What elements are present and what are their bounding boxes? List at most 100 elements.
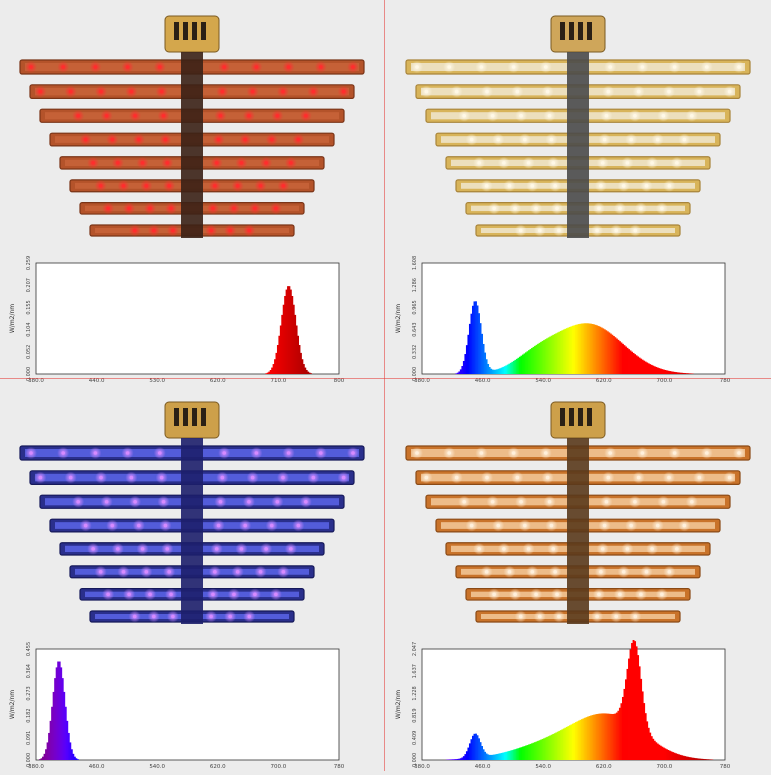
- y-tick-label: 0.819: [412, 708, 418, 722]
- center-spine: [567, 438, 589, 624]
- led: [247, 615, 251, 619]
- y-tick-label: 0.455: [26, 642, 32, 656]
- led: [650, 161, 654, 165]
- led: [167, 184, 171, 188]
- led: [447, 451, 451, 455]
- led: [519, 615, 523, 619]
- led: [99, 90, 103, 94]
- led: [297, 524, 301, 528]
- led: [145, 184, 149, 188]
- led: [130, 90, 134, 94]
- led: [551, 547, 555, 551]
- led: [164, 524, 168, 528]
- led: [211, 593, 215, 597]
- x-tick-label: 540.0: [149, 764, 165, 770]
- led: [683, 138, 687, 142]
- led: [523, 138, 527, 142]
- led: [508, 184, 512, 188]
- led: [162, 500, 166, 504]
- led: [639, 207, 643, 211]
- spectrum-chart: W/m2/nm0.0000.0910.1820.2730.3640.455380…: [9, 642, 345, 770]
- driver-vent: [560, 408, 565, 426]
- y-axis-label: W/m2/nm: [395, 304, 402, 333]
- led: [601, 547, 605, 551]
- divider-vertical: [384, 0, 385, 771]
- y-tick-label: 0.207: [26, 278, 32, 292]
- led: [595, 229, 599, 233]
- spectrum-chart: W/m2/nm0.0000.3320.6430.9651.2861.608380…: [395, 256, 731, 384]
- driver-vent: [174, 22, 179, 40]
- led: [485, 570, 489, 574]
- led: [351, 65, 355, 69]
- led: [232, 593, 236, 597]
- led: [607, 90, 611, 94]
- led: [531, 184, 535, 188]
- led: [534, 207, 538, 211]
- led: [105, 500, 109, 504]
- led: [240, 161, 244, 165]
- y-axis-label: W/m2/nm: [9, 690, 16, 719]
- led: [455, 476, 459, 480]
- led: [557, 615, 561, 619]
- led: [255, 65, 259, 69]
- led: [485, 90, 489, 94]
- led: [133, 615, 137, 619]
- led: [660, 593, 664, 597]
- led: [76, 500, 80, 504]
- led: [555, 207, 559, 211]
- led: [94, 65, 98, 69]
- led: [508, 570, 512, 574]
- led: [264, 547, 268, 551]
- led: [84, 524, 88, 528]
- driver-vent: [560, 22, 565, 40]
- led: [165, 547, 169, 551]
- led: [641, 451, 645, 455]
- y-tick-label: 0.409: [412, 731, 418, 745]
- led: [553, 570, 557, 574]
- led: [215, 161, 219, 165]
- led: [608, 65, 612, 69]
- led: [601, 161, 605, 165]
- driver-vent: [192, 408, 197, 426]
- led: [39, 90, 43, 94]
- led: [662, 500, 666, 504]
- led: [668, 570, 672, 574]
- y-tick-label: 0.052: [26, 345, 32, 359]
- led: [633, 500, 637, 504]
- led: [605, 114, 609, 118]
- led: [516, 90, 520, 94]
- led: [222, 451, 226, 455]
- led: [462, 500, 466, 504]
- led: [477, 547, 481, 551]
- led: [645, 184, 649, 188]
- y-tick-label: 1.228: [412, 686, 418, 700]
- led: [538, 615, 542, 619]
- led: [276, 500, 280, 504]
- led: [213, 184, 217, 188]
- led: [597, 593, 601, 597]
- led: [133, 114, 137, 118]
- led: [253, 207, 257, 211]
- led: [667, 476, 671, 480]
- led: [605, 500, 609, 504]
- led: [69, 90, 73, 94]
- led: [240, 547, 244, 551]
- x-tick-label: 780: [334, 764, 345, 770]
- led: [217, 524, 221, 528]
- x-tick-label: 380.0: [28, 764, 44, 770]
- x-tick-label: 460.0: [475, 764, 491, 770]
- y-tick-label: 0.104: [26, 322, 32, 336]
- y-tick-label: 0.332: [412, 345, 418, 359]
- led: [209, 229, 213, 233]
- driver-vent: [183, 22, 188, 40]
- led: [555, 593, 559, 597]
- center-spine: [181, 52, 203, 238]
- led: [538, 229, 542, 233]
- led: [91, 547, 95, 551]
- led: [259, 184, 263, 188]
- led: [137, 524, 141, 528]
- led: [618, 207, 622, 211]
- x-tick-label: 380.0: [414, 764, 430, 770]
- led: [496, 524, 500, 528]
